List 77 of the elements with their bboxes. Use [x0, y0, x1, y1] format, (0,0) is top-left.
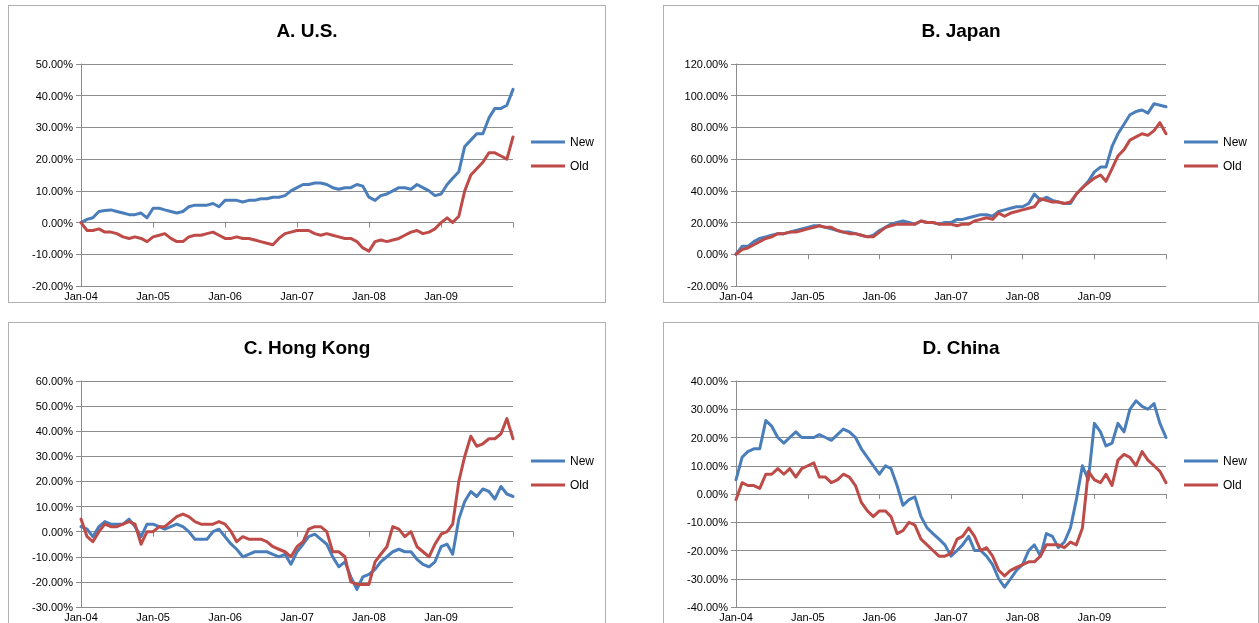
line-series: [79, 484, 515, 591]
y-tick-label: 20.00%: [35, 475, 74, 488]
chart-title: C. Hong Kong: [243, 337, 371, 358]
x-tick-label: Jan-09: [424, 289, 458, 302]
x-tick-label: Jan-08: [352, 289, 386, 302]
y-tick-label: 50.00%: [35, 58, 74, 70]
chart-title: D. China: [922, 337, 1000, 358]
x-tick-label: Jan-05: [136, 289, 170, 302]
line-series: [734, 450, 1168, 578]
y-tick-label: -10.00%: [687, 516, 729, 529]
x-tick-label: Jan-06: [208, 289, 242, 302]
x-tick-label: Jan-04: [64, 610, 98, 623]
x-tick-label: Jan-07: [280, 610, 314, 623]
chart-title: B. Japan: [921, 20, 1001, 41]
x-tick-label: Jan-04: [719, 610, 753, 623]
y-tick-label: -40.00%: [687, 601, 729, 613]
y-tick-label: -10.00%: [32, 550, 74, 563]
y-tick-label: -30.00%: [687, 572, 729, 585]
legend-label: Old: [1222, 478, 1242, 492]
legend-label: Old: [569, 478, 589, 492]
x-tick-label: Jan-07: [934, 610, 968, 623]
y-tick-label: 40.00%: [690, 375, 729, 387]
y-tick-label: 100.00%: [684, 89, 729, 102]
y-tick-label: -20.00%: [687, 544, 729, 557]
y-tick-label: 30.00%: [690, 403, 729, 416]
y-tick-label: 20.00%: [690, 216, 729, 229]
legend-label: Old: [569, 159, 589, 173]
x-tick-label: Jan-06: [862, 610, 897, 623]
y-tick-label: -10.00%: [32, 248, 74, 261]
y-tick-label: 0.00%: [696, 248, 729, 261]
x-tick-label: Jan-07: [934, 289, 968, 302]
y-tick-label: 10.00%: [35, 500, 74, 513]
x-tick-label: Jan-05: [790, 289, 825, 302]
line-series: [79, 87, 515, 225]
line-series: [79, 135, 515, 253]
x-tick-label: Jan-08: [352, 610, 386, 623]
line-series: [734, 399, 1168, 589]
x-tick-label: Jan-06: [208, 610, 242, 623]
y-tick-label: 50.00%: [35, 400, 74, 413]
x-tick-label: Jan-09: [1077, 610, 1112, 623]
legend-label: New: [1222, 135, 1248, 149]
y-tick-label: -20.00%: [687, 280, 729, 292]
x-tick-label: Jan-05: [136, 610, 170, 623]
line-series: [79, 417, 515, 586]
y-tick-label: 60.00%: [35, 375, 74, 387]
y-tick-label: 40.00%: [690, 184, 729, 197]
legend-label: Old: [1222, 159, 1242, 173]
y-tick-label: 20.00%: [35, 153, 74, 166]
chart-title: A. U.S.: [276, 20, 338, 41]
legend-label: New: [569, 454, 595, 468]
y-tick-label: 10.00%: [690, 459, 729, 472]
y-tick-label: 40.00%: [35, 425, 74, 438]
y-tick-label: 120.00%: [684, 58, 729, 70]
y-tick-label: -20.00%: [32, 280, 74, 292]
legend-label: New: [569, 135, 595, 149]
y-tick-label: -30.00%: [32, 601, 74, 613]
x-tick-label: Jan-05: [790, 610, 825, 623]
y-tick-label: 80.00%: [690, 121, 729, 134]
legend-label: New: [1222, 454, 1248, 468]
y-tick-label: 20.00%: [690, 431, 729, 444]
y-tick-label: 30.00%: [35, 121, 74, 134]
x-tick-label: Jan-06: [862, 289, 897, 302]
x-tick-label: Jan-08: [1005, 610, 1040, 623]
y-tick-label: 0.00%: [41, 216, 74, 229]
y-tick-label: 60.00%: [690, 153, 729, 166]
y-tick-label: 10.00%: [35, 184, 74, 197]
x-tick-label: Jan-07: [280, 289, 314, 302]
x-tick-label: Jan-08: [1005, 289, 1040, 302]
x-tick-label: Jan-09: [1077, 289, 1112, 302]
x-tick-label: Jan-04: [719, 289, 753, 302]
y-tick-label: -20.00%: [32, 575, 74, 588]
y-tick-label: 0.00%: [41, 525, 74, 538]
y-tick-label: 0.00%: [696, 488, 729, 500]
x-tick-label: Jan-09: [424, 610, 458, 623]
y-tick-label: 40.00%: [35, 89, 74, 102]
y-tick-label: 30.00%: [35, 450, 74, 463]
x-tick-label: Jan-04: [64, 289, 98, 302]
